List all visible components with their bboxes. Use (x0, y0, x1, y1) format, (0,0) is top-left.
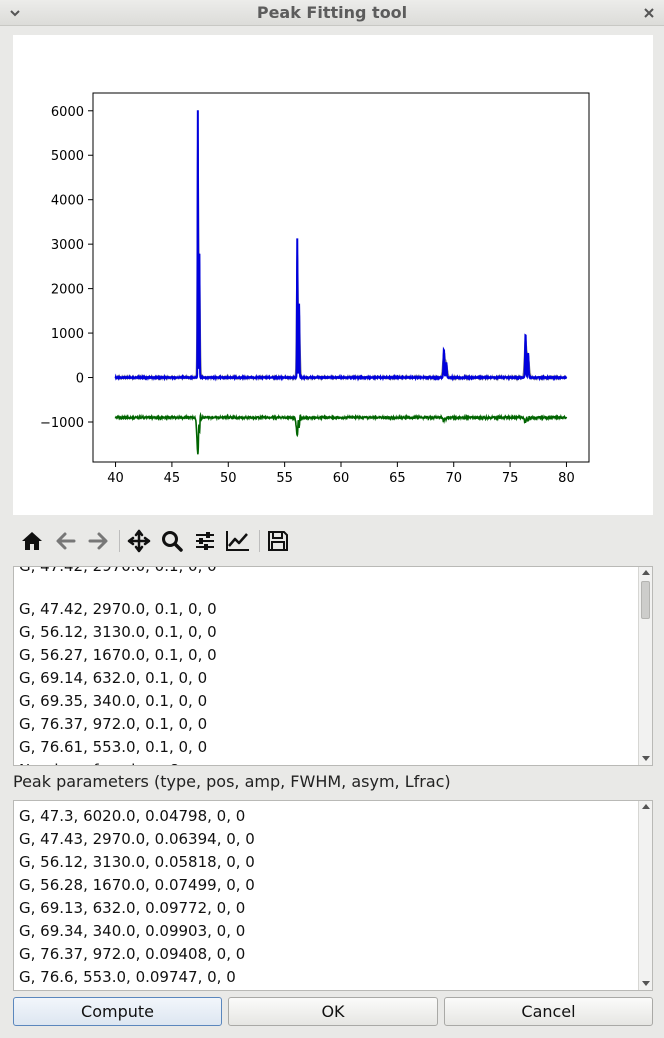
close-button[interactable] (640, 4, 658, 22)
window-title: Peak Fitting tool (256, 3, 408, 22)
text-line: G, 76.61, 553.0, 0.1, 0, 0 (19, 738, 208, 756)
x-tick-label: 40 (107, 471, 124, 486)
text-line: G, 76.37, 972.0, 0.09408, 0, 0 (19, 945, 246, 963)
fit-output-scrollbar[interactable] (638, 567, 652, 765)
save-icon (268, 531, 288, 551)
text-line: G, 69.34, 340.0, 0.09903, 0, 0 (19, 922, 246, 940)
compute-button[interactable]: Compute (13, 997, 222, 1026)
text-line: G, 56.27, 1670.0, 0.1, 0, 0 (19, 646, 217, 664)
edit-axes-button[interactable] (225, 528, 251, 554)
peak-fit-chart: 40 45 50 55 60 65 70 75 80 −1000 0 1000 2000 3000 4000… (40, 92, 590, 486)
cancel-button[interactable]: Cancel (444, 997, 653, 1026)
y-tick-label: 0 (76, 372, 84, 387)
text-line: G, 56.28, 1670.0, 0.07499, 0, 0 (19, 876, 255, 894)
zoom-icon (162, 531, 183, 552)
peak-parameters-textbox[interactable]: G, 47.3, 6020.0, 0.04798, 0, 0 G, 47.43, … (13, 800, 653, 991)
x-tick-label: 50 (220, 471, 237, 486)
text-line: G, 69.13, 632.0, 0.09772, 0, 0 (19, 899, 246, 917)
text-line: G, 47.42, 2970.0, 0.1, 0, 0 (19, 600, 217, 618)
y-tick-label: 2000 (51, 283, 84, 298)
fit-output-textbox[interactable]: G, 47.42, 2970.0, 0.1, 0, 0 G, 56.12, 313… (13, 566, 653, 766)
save-button[interactable] (265, 528, 291, 554)
forward-arrow-icon (88, 532, 108, 550)
scroll-down-icon[interactable] (642, 981, 650, 986)
text-line: G, 76.37, 972.0, 0.1, 0, 0 (19, 715, 208, 733)
peak-parameters-scrollbar[interactable] (638, 801, 652, 990)
fit-series-line (114, 110, 568, 382)
close-icon (644, 8, 654, 18)
x-tick-label: 45 (164, 471, 181, 486)
configure-subplots-icon (196, 532, 214, 550)
x-tick-label: 70 (445, 471, 462, 486)
ok-button[interactable]: OK (228, 997, 438, 1026)
pan-icon (127, 529, 151, 553)
edit-axes-icon (226, 531, 249, 551)
text-line: G, 69.35, 340.0, 0.1, 0, 0 (19, 692, 208, 710)
text-line: Number of peaks = 8 (19, 761, 179, 765)
plot-canvas[interactable]: 40 45 50 55 60 65 70 75 80 −1000 0 1000 2000 3000 4000… (13, 35, 653, 515)
y-tick-label: 1000 (51, 327, 84, 342)
x-tick-label: 65 (389, 471, 406, 486)
text-line: G, 47.3, 6020.0, 0.04798, 0, 0 (19, 807, 246, 825)
configure-subplots-button[interactable] (192, 528, 218, 554)
toolbar-separator (259, 530, 260, 552)
forward-button[interactable] (85, 528, 111, 554)
text-line: G, 47.43, 2970.0, 0.06394, 0, 0 (19, 830, 255, 848)
home-icon (22, 532, 42, 550)
back-button[interactable] (53, 528, 79, 554)
x-tick-label: 60 (333, 471, 350, 486)
text-line: G, 56.12, 3130.0, 0.1, 0, 0 (19, 623, 217, 641)
y-tick-label: 4000 (51, 194, 84, 209)
y-tick-label: 5000 (51, 149, 84, 164)
scroll-thumb[interactable] (641, 581, 650, 619)
title-bar: Peak Fitting tool (0, 0, 664, 26)
text-line: G, 69.14, 632.0, 0.1, 0, 0 (19, 669, 208, 687)
x-tick-label: 75 (502, 471, 519, 486)
x-tick-label: 55 (276, 471, 293, 486)
zoom-button[interactable] (159, 528, 185, 554)
back-arrow-icon (56, 532, 76, 550)
window-menu-button[interactable] (6, 4, 24, 22)
scroll-up-icon[interactable] (642, 570, 650, 575)
pan-button[interactable] (126, 528, 152, 554)
toolbar-separator (119, 530, 120, 552)
text-line: G, 56.12, 3130.0, 0.05818, 0, 0 (19, 853, 255, 871)
chevron-down-icon (10, 10, 20, 17)
plot-toolbar (13, 522, 653, 560)
scroll-up-icon[interactable] (642, 804, 650, 809)
y-tick-label: 3000 (51, 238, 84, 253)
text-line-partial: G, 47.42, 2970.0, 0.1, 0, 0 (19, 566, 217, 575)
scroll-down-icon[interactable] (642, 756, 650, 761)
residual-series-line (114, 411, 568, 455)
x-tick-label: 80 (558, 471, 575, 486)
text-line: G, 76.6, 553.0, 0.09747, 0, 0 (19, 968, 236, 986)
peak-parameters-label: Peak parameters (type, pos, amp, FWHM, a… (13, 772, 451, 791)
home-button[interactable] (19, 528, 45, 554)
y-tick-label: −1000 (40, 416, 84, 431)
plot-area (92, 92, 590, 463)
y-tick-label: 6000 (51, 105, 84, 120)
